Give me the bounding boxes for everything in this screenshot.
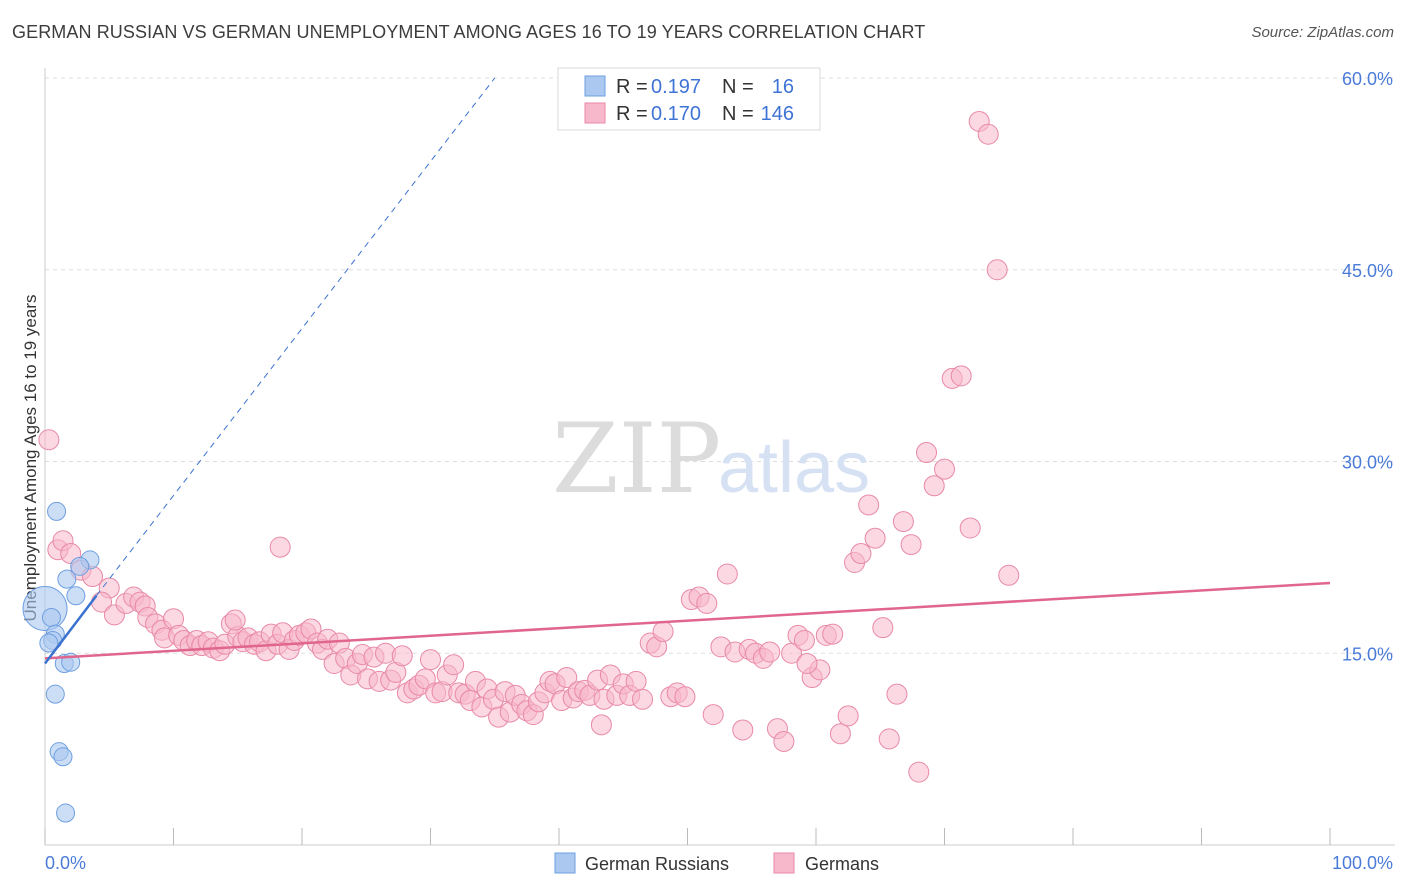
germans-point-150 [269, 536, 291, 558]
german-russians-point-14 [56, 803, 76, 823]
axes [44, 68, 1395, 846]
germans-point-97 [625, 670, 647, 692]
y-tick-label-2: 45.0% [1342, 261, 1393, 281]
watermark-atlas: atlas [718, 428, 870, 508]
germans-point-129 [850, 543, 872, 565]
germans-trend-line [44, 581, 1331, 660]
germans-point-130 [858, 494, 880, 516]
y-tick-labels: 15.0% 30.0% 45.0% 60.0% [1342, 69, 1393, 664]
german-russians-point-11 [45, 684, 65, 704]
germans-point-98 [632, 688, 654, 710]
germans-point-142 [950, 365, 972, 387]
legend-r-label-1: R = [616, 76, 648, 98]
source-label: Source: ZipAtlas.com [1251, 24, 1394, 41]
legend-top: R = 0.197 N = 16 R = 0.170 N = 146 [557, 67, 821, 131]
y-tick-label-0: 15.0% [1342, 644, 1393, 664]
legend-swatch-german-russians [584, 75, 606, 97]
germans-point-126 [829, 723, 851, 745]
bottom-legend-swatch-germans [773, 852, 795, 874]
germans-point-57 [391, 645, 413, 667]
german-russians-point-10 [47, 501, 67, 521]
german-russians-trend-extension [96, 77, 496, 597]
chart-title: GERMAN RUSSIAN VS GERMAN UNEMPLOYMENT AM… [12, 22, 926, 42]
y-axis-title: Unemployment Among Ages 16 to 19 years [21, 295, 40, 622]
german-russians-point-9 [70, 556, 90, 576]
y-tick-label-3: 60.0% [1342, 69, 1393, 89]
germans-point-112 [732, 719, 754, 741]
x-tick-label-1: 100.0% [1332, 853, 1393, 873]
legend-r-value-1: 0.197 [651, 76, 701, 98]
y-tick-label-1: 30.0% [1342, 453, 1393, 473]
german-russians-point-15 [39, 633, 59, 653]
germans-point-146 [986, 259, 1008, 281]
legend-bottom: German Russians Germans [554, 852, 879, 874]
germans-point-131 [864, 527, 886, 549]
germans-point-135 [892, 511, 914, 533]
germans-point-151 [224, 609, 246, 631]
german-russians-point-7 [66, 586, 86, 606]
legend-r-label-2: R = [616, 103, 648, 125]
legend-n-value-2: 146 [761, 103, 794, 125]
legend-r-value-2: 0.170 [651, 103, 701, 125]
bottom-legend-label-germans: Germans [805, 854, 879, 874]
germans-point-62 [420, 649, 441, 671]
german-russians-point-13 [53, 747, 73, 767]
germans-point-66 [443, 654, 465, 676]
germans-point-138 [916, 442, 938, 464]
germans-point-101 [652, 621, 674, 643]
germans-point-133 [878, 728, 900, 750]
german-russians-trend-line [44, 594, 98, 665]
legend-n-label-1: N = [722, 76, 754, 98]
germans-point-149 [590, 714, 612, 736]
germans-point-143 [959, 517, 981, 539]
legend-n-value-1: 16 [772, 76, 794, 98]
series-german-russians [22, 501, 100, 823]
bottom-legend-swatch-german-russians [554, 852, 576, 874]
germans-point-145 [977, 123, 999, 145]
germans-point-121 [793, 629, 815, 651]
german-russians-point-6 [57, 569, 77, 589]
germans-point-140 [934, 458, 955, 480]
germans-point-136 [900, 534, 922, 556]
germans-point-147 [998, 564, 1020, 586]
watermark-zip: ZIP [552, 403, 721, 515]
germans-point-134 [886, 683, 908, 705]
watermark: ZIP atlas [552, 403, 870, 515]
germans-point-86 [556, 667, 578, 689]
x-tick-labels: 0.0% 100.0% [45, 853, 1393, 873]
legend-n-label-2: N = [722, 103, 754, 125]
germans-point-148 [796, 652, 818, 674]
german-russians-point-1 [41, 607, 61, 627]
bottom-legend-label-german-russians: German Russians [585, 854, 729, 874]
germans-point-125 [822, 623, 844, 645]
germans-point-118 [773, 730, 795, 752]
germans-point-104 [674, 686, 696, 708]
germans-point-0 [38, 429, 60, 451]
germans-point-127 [837, 705, 859, 727]
series-germans [38, 110, 1020, 783]
trend-lines [44, 77, 1331, 665]
germans-point-137 [908, 761, 930, 783]
germans-point-107 [696, 592, 718, 614]
germans-point-116 [759, 641, 781, 663]
germans-point-139 [923, 475, 945, 497]
germans-point-110 [716, 563, 738, 585]
legend-swatch-germans [584, 102, 606, 124]
germans-point-108 [702, 704, 724, 726]
x-tick-label-0: 0.0% [45, 853, 86, 873]
germans-point-132 [872, 617, 894, 639]
